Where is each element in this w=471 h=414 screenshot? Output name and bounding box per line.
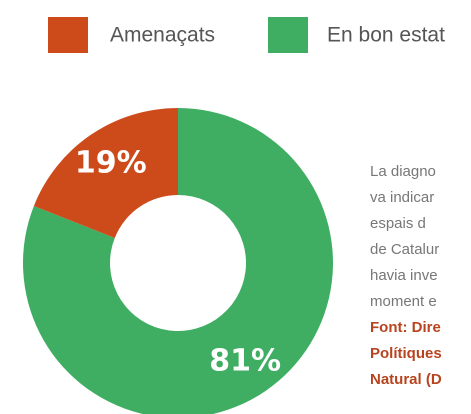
paragraph-line: espais d: [370, 215, 426, 232]
source-line: Font: Dire: [370, 319, 441, 336]
data-label: 81%: [209, 343, 281, 378]
paragraph-line: havia inve: [370, 267, 438, 284]
paragraph-line: va indicar: [370, 189, 434, 206]
source-line: Natural (D: [370, 371, 442, 388]
paragraph-line: La diagno: [370, 163, 436, 180]
donut: [23, 108, 333, 414]
source-line: Polítiques: [370, 345, 442, 362]
paragraph-line: moment e: [370, 293, 437, 310]
legend-label: Amenaçats: [110, 24, 215, 47]
data-label: 19%: [75, 146, 147, 181]
legend-label: En bon estat: [327, 24, 445, 47]
legend-swatch: [48, 17, 88, 53]
donut-slice: [33, 108, 178, 238]
legend-swatch: [268, 17, 308, 53]
donut-slice: [23, 108, 333, 414]
paragraph-line: de Catalur: [370, 241, 439, 258]
